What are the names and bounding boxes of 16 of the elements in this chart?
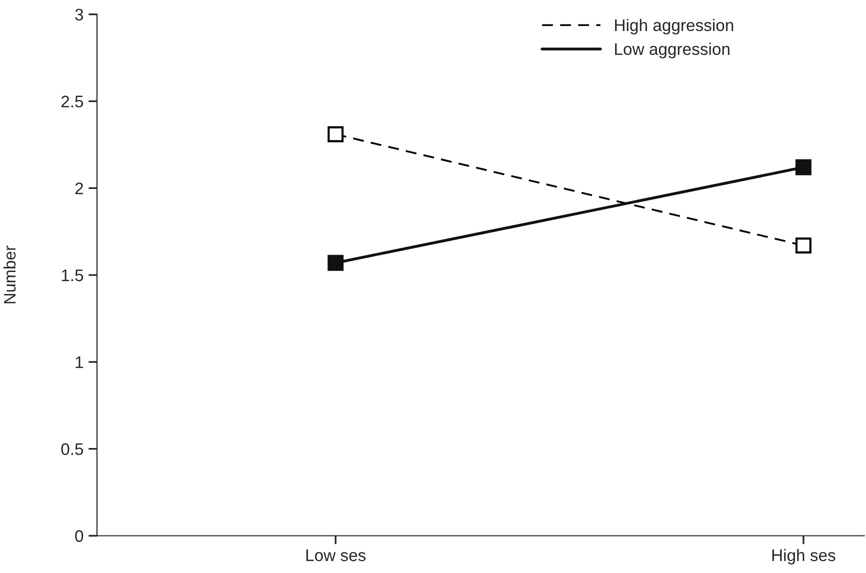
y-axis-title: Number xyxy=(3,246,16,304)
x-tick-label: High ses xyxy=(772,548,836,564)
y-tick-label: 1 xyxy=(76,356,83,368)
point xyxy=(328,126,344,142)
point xyxy=(795,238,812,254)
y-tick-label: 2.5 xyxy=(61,96,84,108)
point xyxy=(328,254,344,271)
y-tick-label: 0 xyxy=(75,530,84,542)
y-tick-label: 1.5 xyxy=(62,270,84,282)
legend-label: High aggression xyxy=(615,18,734,34)
y-tick-label: 2 xyxy=(75,182,83,194)
y-tick-label: 0.5 xyxy=(61,443,84,456)
legend-label: Low aggression xyxy=(615,42,730,58)
x-tick-label: Low ses xyxy=(306,550,366,562)
y-tick-label: 3 xyxy=(75,8,84,21)
point xyxy=(795,159,812,176)
